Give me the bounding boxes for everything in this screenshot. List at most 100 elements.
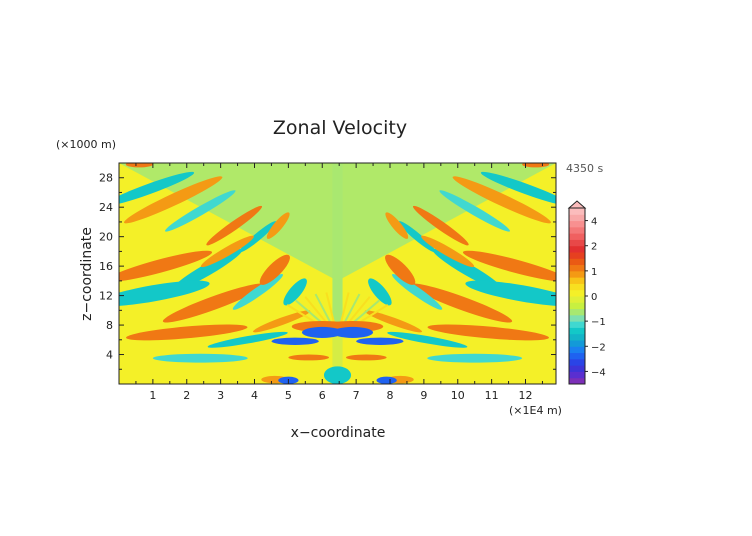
y-tick-label: 28 xyxy=(99,172,113,185)
y-axis-title: z−coordinate xyxy=(79,227,95,321)
x-tick-label: 8 xyxy=(387,389,394,402)
velocity-lobe xyxy=(200,235,254,268)
y-unit-label: (×1000 m) xyxy=(56,138,116,151)
velocity-lobe xyxy=(171,248,243,291)
velocity-lobe xyxy=(232,274,283,310)
colorbar-swatch xyxy=(569,270,585,278)
velocity-lobe xyxy=(427,353,523,363)
x-tick-label: 2 xyxy=(183,389,190,402)
colorbar-swatch xyxy=(569,308,585,316)
velocity-lobe xyxy=(392,274,443,310)
velocity-lobe xyxy=(124,176,223,224)
velocity-lobe xyxy=(207,331,288,348)
x-tick-label: 1 xyxy=(149,389,156,402)
velocity-lobe xyxy=(332,326,374,338)
x-tick-label: 7 xyxy=(353,389,360,402)
colorbar-swatch xyxy=(569,346,585,354)
plot-frame xyxy=(118,162,557,385)
velocity-field xyxy=(119,163,556,384)
y-tick-label: 8 xyxy=(106,319,113,332)
velocity-lobe xyxy=(427,324,549,341)
velocity-lobe xyxy=(465,280,556,307)
colorbar-swatch xyxy=(569,296,585,303)
colorbar-tick-label: −2 xyxy=(591,342,606,353)
colorbar-tick-label: 0 xyxy=(591,292,597,303)
colorbar-tick-label: 2 xyxy=(591,242,597,253)
velocity-lobe xyxy=(259,254,290,285)
velocity-lobe xyxy=(368,278,392,306)
velocity-lobe xyxy=(410,283,513,323)
colorbar-swatch xyxy=(569,289,585,297)
colorbar-tick-label: 1 xyxy=(591,267,597,278)
velocity-lobe xyxy=(119,250,213,282)
colorbar-swatch xyxy=(569,333,585,341)
colorbar-swatch xyxy=(569,214,585,222)
colorbar-arrow xyxy=(567,200,587,209)
colorbar-swatch xyxy=(569,277,585,284)
colorbar-swatch xyxy=(569,252,585,259)
colorbar-swatch xyxy=(569,371,585,379)
colorbar-swatch xyxy=(569,321,585,328)
colorbar-swatch xyxy=(569,283,585,291)
velocity-lobe xyxy=(522,163,550,168)
x-unit-label: (×1E4 m) xyxy=(509,404,562,417)
colorbar-swatch xyxy=(569,352,585,360)
velocity-lobe xyxy=(266,212,290,239)
x-tick-label: 12 xyxy=(519,389,533,402)
velocity-lobe xyxy=(301,326,343,338)
velocity-lobe xyxy=(165,190,236,232)
colorbar-swatch xyxy=(569,220,585,228)
x-tick-label: 9 xyxy=(420,389,427,402)
x-tick-label: 11 xyxy=(485,389,499,402)
colorbar-swatch xyxy=(569,233,585,240)
velocity-lobe xyxy=(288,354,330,361)
velocity-lobe xyxy=(162,283,265,323)
colorbar: 4 2 1 0 −1 −2 −4 xyxy=(567,200,606,385)
x-tick-label: 6 xyxy=(319,389,326,402)
colorbar-swatch xyxy=(569,258,585,266)
velocity-lobe xyxy=(126,324,248,341)
colorbar-swatch xyxy=(569,365,585,372)
y-tick-label: 16 xyxy=(99,260,113,273)
velocity-lobe xyxy=(432,248,504,291)
x-tick-label: 4 xyxy=(251,389,258,402)
time-label: 4350 s xyxy=(566,162,603,175)
velocity-lobe xyxy=(387,331,468,348)
velocity-lobe xyxy=(421,235,475,268)
velocity-lobe xyxy=(356,337,404,345)
velocity-lobe xyxy=(323,366,352,384)
velocity-lobe xyxy=(385,254,416,285)
colorbar-swatch xyxy=(569,245,585,253)
velocity-lobe xyxy=(125,163,153,168)
velocity-lobe xyxy=(480,171,556,206)
colorbar-tick-label: 4 xyxy=(591,217,597,228)
velocity-lobe xyxy=(206,205,263,246)
x-tick-label: 10 xyxy=(451,389,465,402)
velocity-lobe xyxy=(376,376,397,384)
velocity-lobe xyxy=(252,310,311,333)
velocity-lobe xyxy=(283,278,307,306)
velocity-lobe xyxy=(439,190,510,232)
velocity-lobe xyxy=(364,310,423,333)
y-tick-label: 20 xyxy=(99,231,113,244)
velocity-lobe xyxy=(119,280,210,307)
velocity-lobe xyxy=(152,353,248,363)
colorbar-tick-label: −1 xyxy=(591,317,606,328)
colorbar-tick-label: −4 xyxy=(591,367,606,378)
velocity-lobe xyxy=(452,176,551,224)
colorbar-swatch xyxy=(569,358,585,366)
colorbar-swatch xyxy=(569,208,585,215)
colorbar-swatch xyxy=(569,340,585,347)
x-tick-label: 3 xyxy=(217,389,224,402)
velocity-lobe xyxy=(385,212,409,239)
chart-title: Zonal Velocity xyxy=(273,117,407,139)
colorbar-swatch xyxy=(569,226,585,234)
colorbar-swatch xyxy=(569,327,585,335)
colorbar-swatch xyxy=(569,264,585,272)
colorbar-swatch xyxy=(569,239,585,247)
colorbar-swatch xyxy=(569,377,585,385)
velocity-lobe xyxy=(398,221,436,253)
